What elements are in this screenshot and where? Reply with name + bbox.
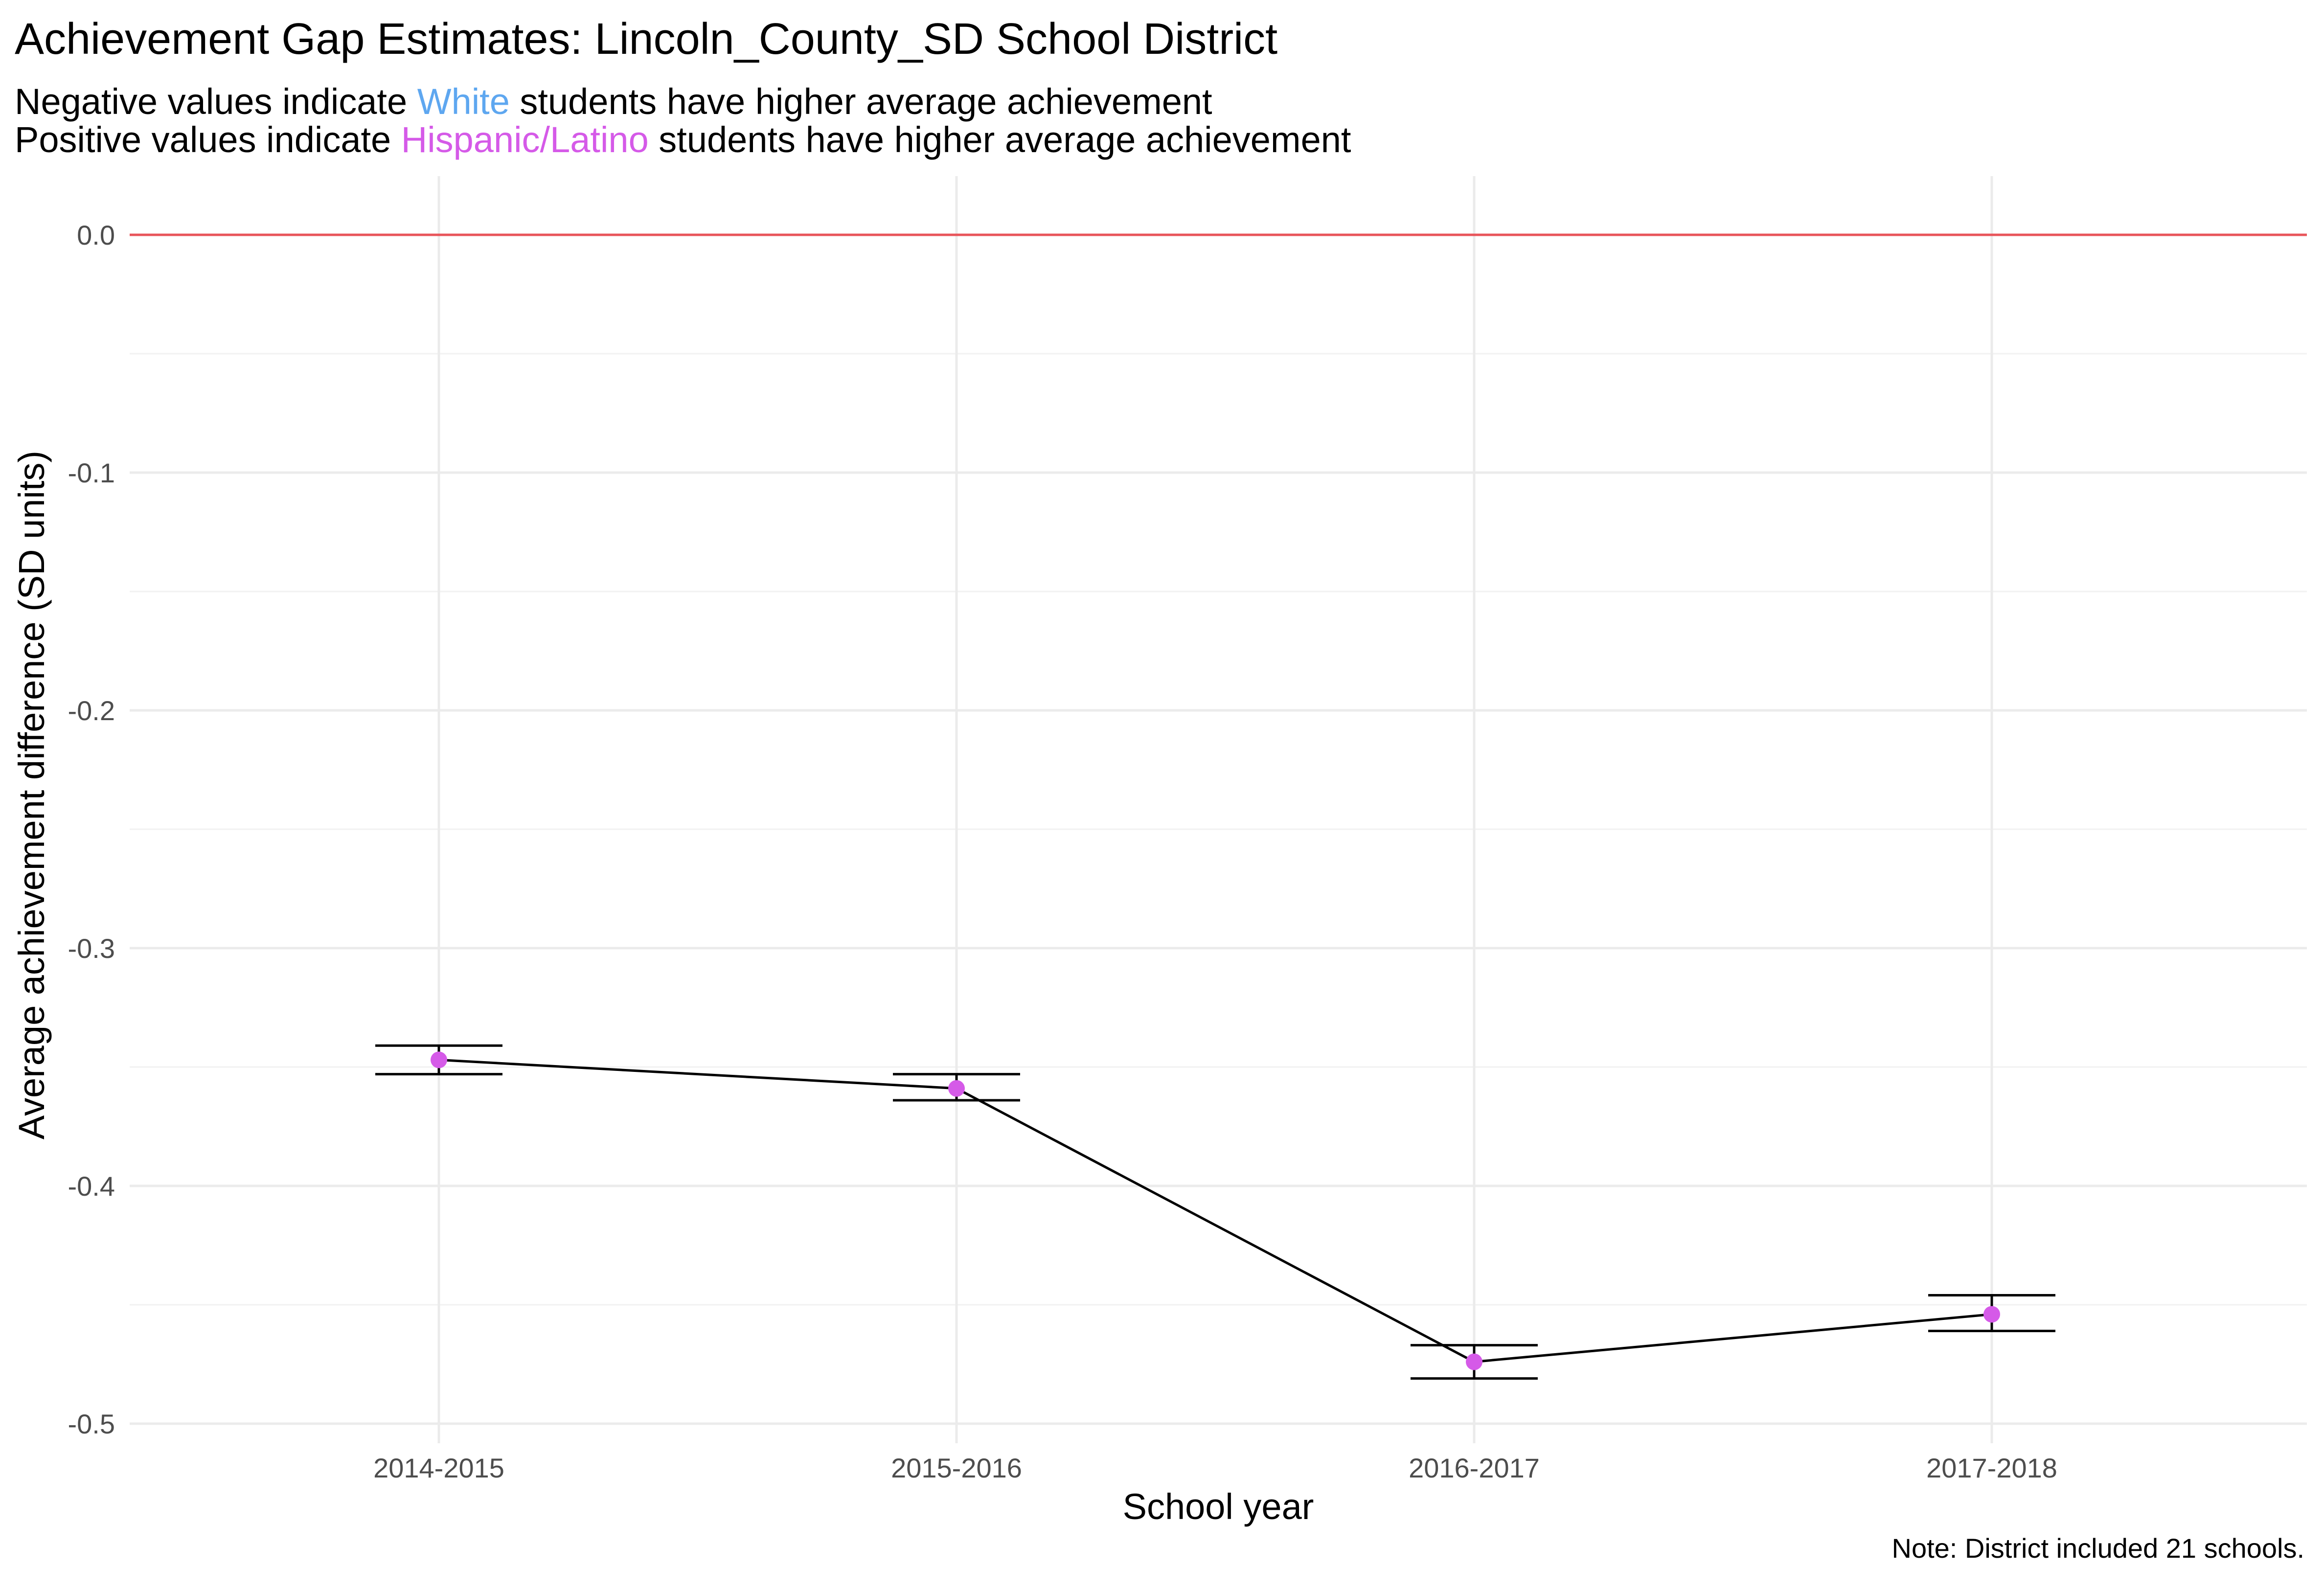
subtitle-line-1: Negative values indicate White students … <box>15 82 1212 121</box>
data-point <box>431 1051 447 1068</box>
y-tick-label: -0.2 <box>68 695 115 726</box>
x-tick-label: 2015-2016 <box>891 1453 1022 1483</box>
x-axis-title: School year <box>1123 1486 1314 1527</box>
ticks-layer: 0.0 -0.1 -0.2 -0.3 -0.4 -0.5 2014-2015 2015-201… <box>68 220 2057 1483</box>
subtitle-2-after: students have higher average achievement <box>648 119 1351 160</box>
subtitle-2-before: Positive values indicate <box>15 119 401 160</box>
subtitle-1-before: Negative values indicate <box>15 81 417 122</box>
x-tick-label: 2016-2017 <box>1409 1453 1540 1483</box>
data-point <box>1466 1353 1482 1370</box>
y-tick-label: -0.1 <box>68 457 115 488</box>
x-tick-label: 2014-2015 <box>373 1453 504 1483</box>
y-axis-title: Average achievement difference (SD units… <box>11 451 52 1139</box>
caption-note: Note: District included 21 schools. <box>1891 1533 2305 1564</box>
data-layer <box>375 1044 2055 1380</box>
chart-title: Achievement Gap Estimates: Lincoln_Count… <box>15 15 1278 64</box>
y-tick-label: -0.4 <box>68 1171 115 1202</box>
subtitle-line-2: Positive values indicate Hispanic/Latino… <box>15 120 1351 159</box>
y-tick-label: -0.3 <box>68 933 115 964</box>
series-line <box>438 1058 1992 1363</box>
y-tick-label: -0.5 <box>68 1408 115 1439</box>
x-tick-label: 2017-2018 <box>1926 1453 2057 1483</box>
subtitle-1-after: students have higher average achievement <box>509 81 1212 122</box>
y-tick-label: 0.0 <box>77 220 115 250</box>
grid-layer <box>130 176 2307 1443</box>
subtitle-latino-group: Hispanic/Latino <box>401 119 649 160</box>
subtitle-white-group: White <box>417 81 510 122</box>
data-point <box>1983 1306 2000 1323</box>
data-point <box>948 1080 965 1097</box>
